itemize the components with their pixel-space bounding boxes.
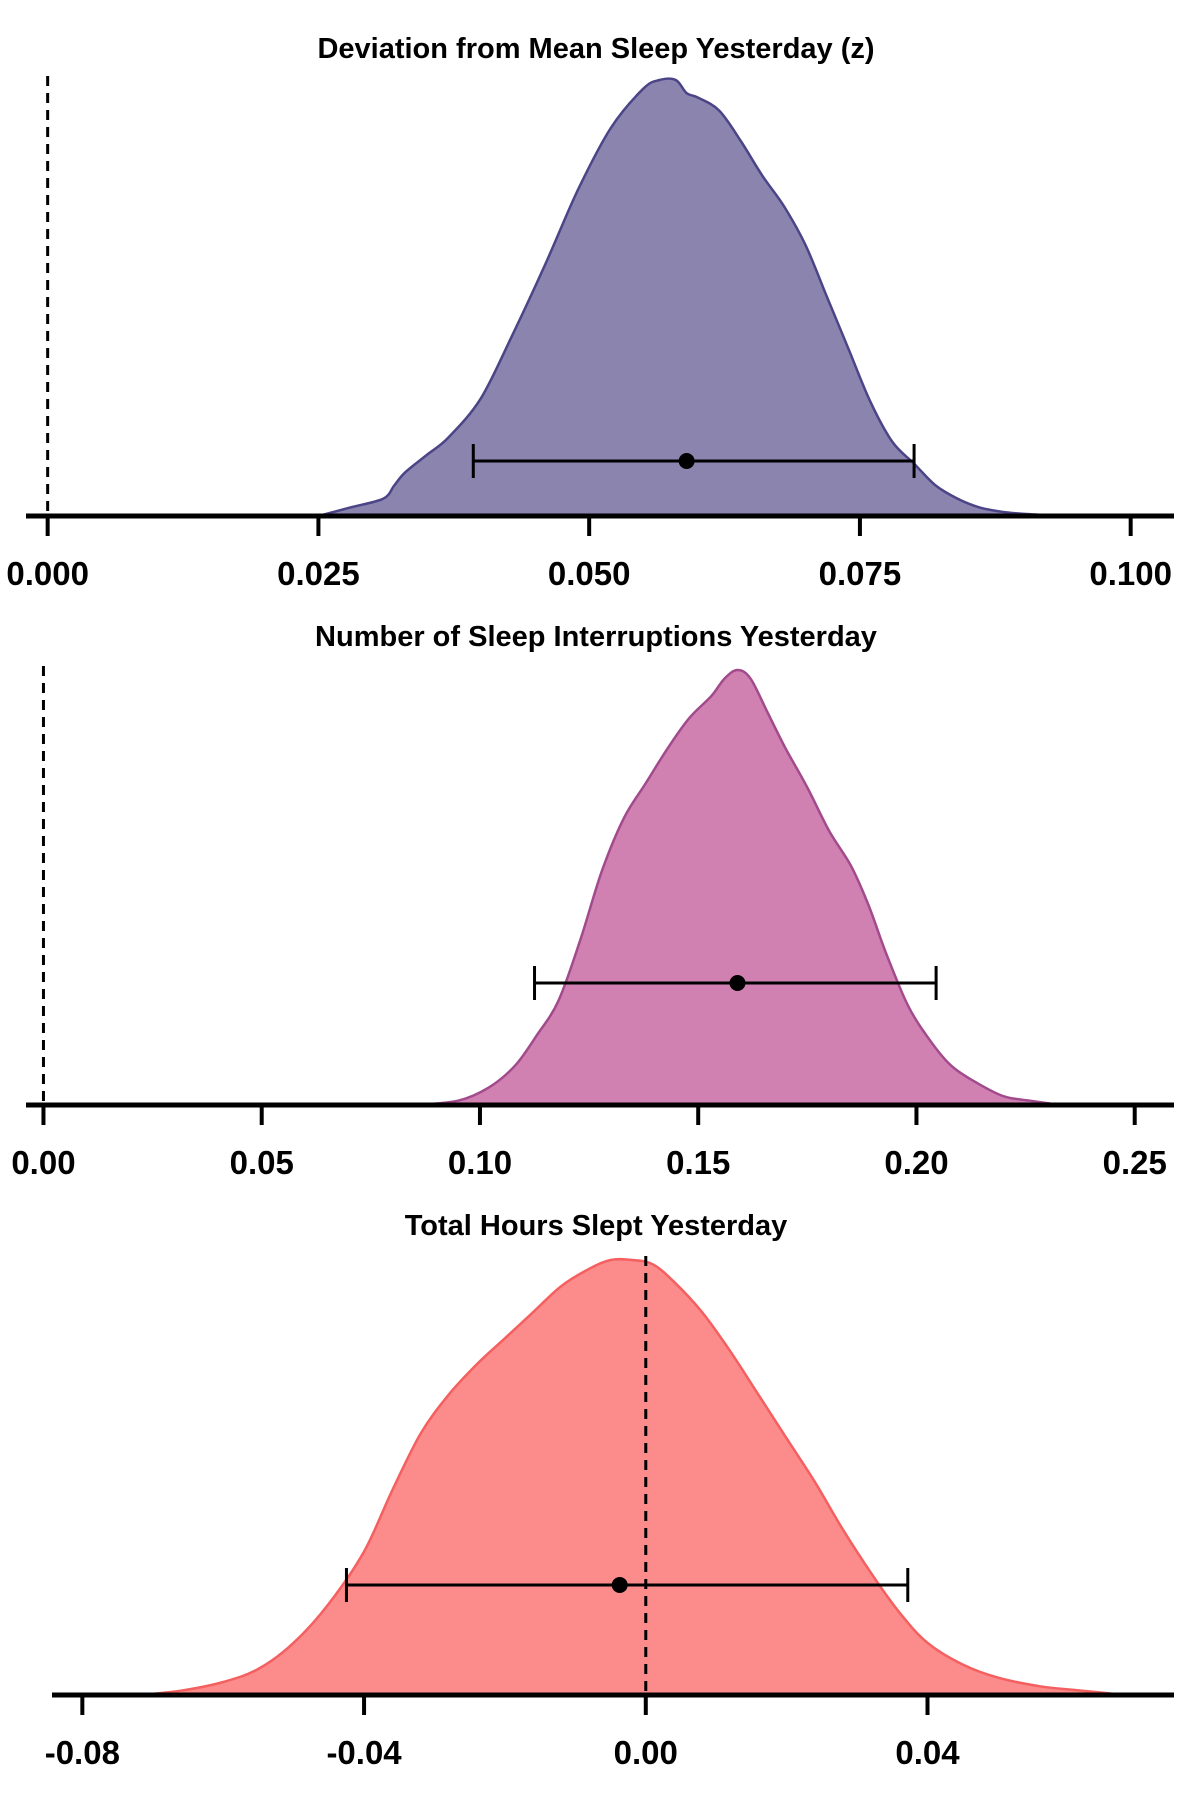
- point-estimate: [611, 1577, 628, 1593]
- x-tick-label: 0.100: [1089, 555, 1172, 592]
- panel-total-hours-slept: Total Hours Slept Yesterday -0.08 -0.04 0.…: [45, 1210, 1174, 1771]
- x-axis-ticks: -0.08 -0.04 0.00 0.04: [45, 1695, 960, 1771]
- panel-title: Total Hours Slept Yesterday: [405, 1210, 788, 1242]
- density-area: [413, 668, 1062, 1107]
- x-tick-label: 0.000: [6, 555, 89, 592]
- density-area: [137, 1257, 1126, 1697]
- x-tick-label: 0.075: [819, 555, 902, 592]
- x-tick-label: 0.025: [277, 555, 360, 592]
- x-tick-label: -0.04: [326, 1734, 402, 1771]
- panel-deviation-from-mean-sleep: Deviation from Mean Sleep Yesterday (z) …: [6, 33, 1174, 592]
- x-axis-ticks: 0.000 0.025 0.050 0.075 0.100: [6, 516, 1172, 592]
- x-tick-label: 0.25: [1103, 1144, 1167, 1181]
- density-area: [317, 77, 1062, 518]
- x-tick-label: 0.04: [895, 1734, 960, 1771]
- point-estimate: [678, 453, 695, 469]
- x-tick-label: 0.05: [230, 1144, 294, 1181]
- x-tick-label: 0.10: [448, 1144, 512, 1181]
- x-tick-label: 0.050: [548, 555, 631, 592]
- point-estimate: [729, 975, 746, 991]
- x-tick-label: -0.08: [45, 1734, 120, 1771]
- panel-number-of-sleep-interruptions: Number of Sleep Interruptions Yesterday …: [11, 621, 1174, 1181]
- x-tick-label: 0.00: [614, 1734, 678, 1771]
- x-tick-label: 0.20: [884, 1144, 948, 1181]
- x-tick-label: 0.15: [666, 1144, 730, 1181]
- x-tick-label: 0.00: [11, 1144, 75, 1181]
- x-axis-ticks: 0.00 0.05 0.10 0.15 0.20 0.25: [11, 1105, 1167, 1181]
- panel-title: Deviation from Mean Sleep Yesterday (z): [317, 33, 874, 65]
- panel-title: Number of Sleep Interruptions Yesterday: [315, 621, 877, 653]
